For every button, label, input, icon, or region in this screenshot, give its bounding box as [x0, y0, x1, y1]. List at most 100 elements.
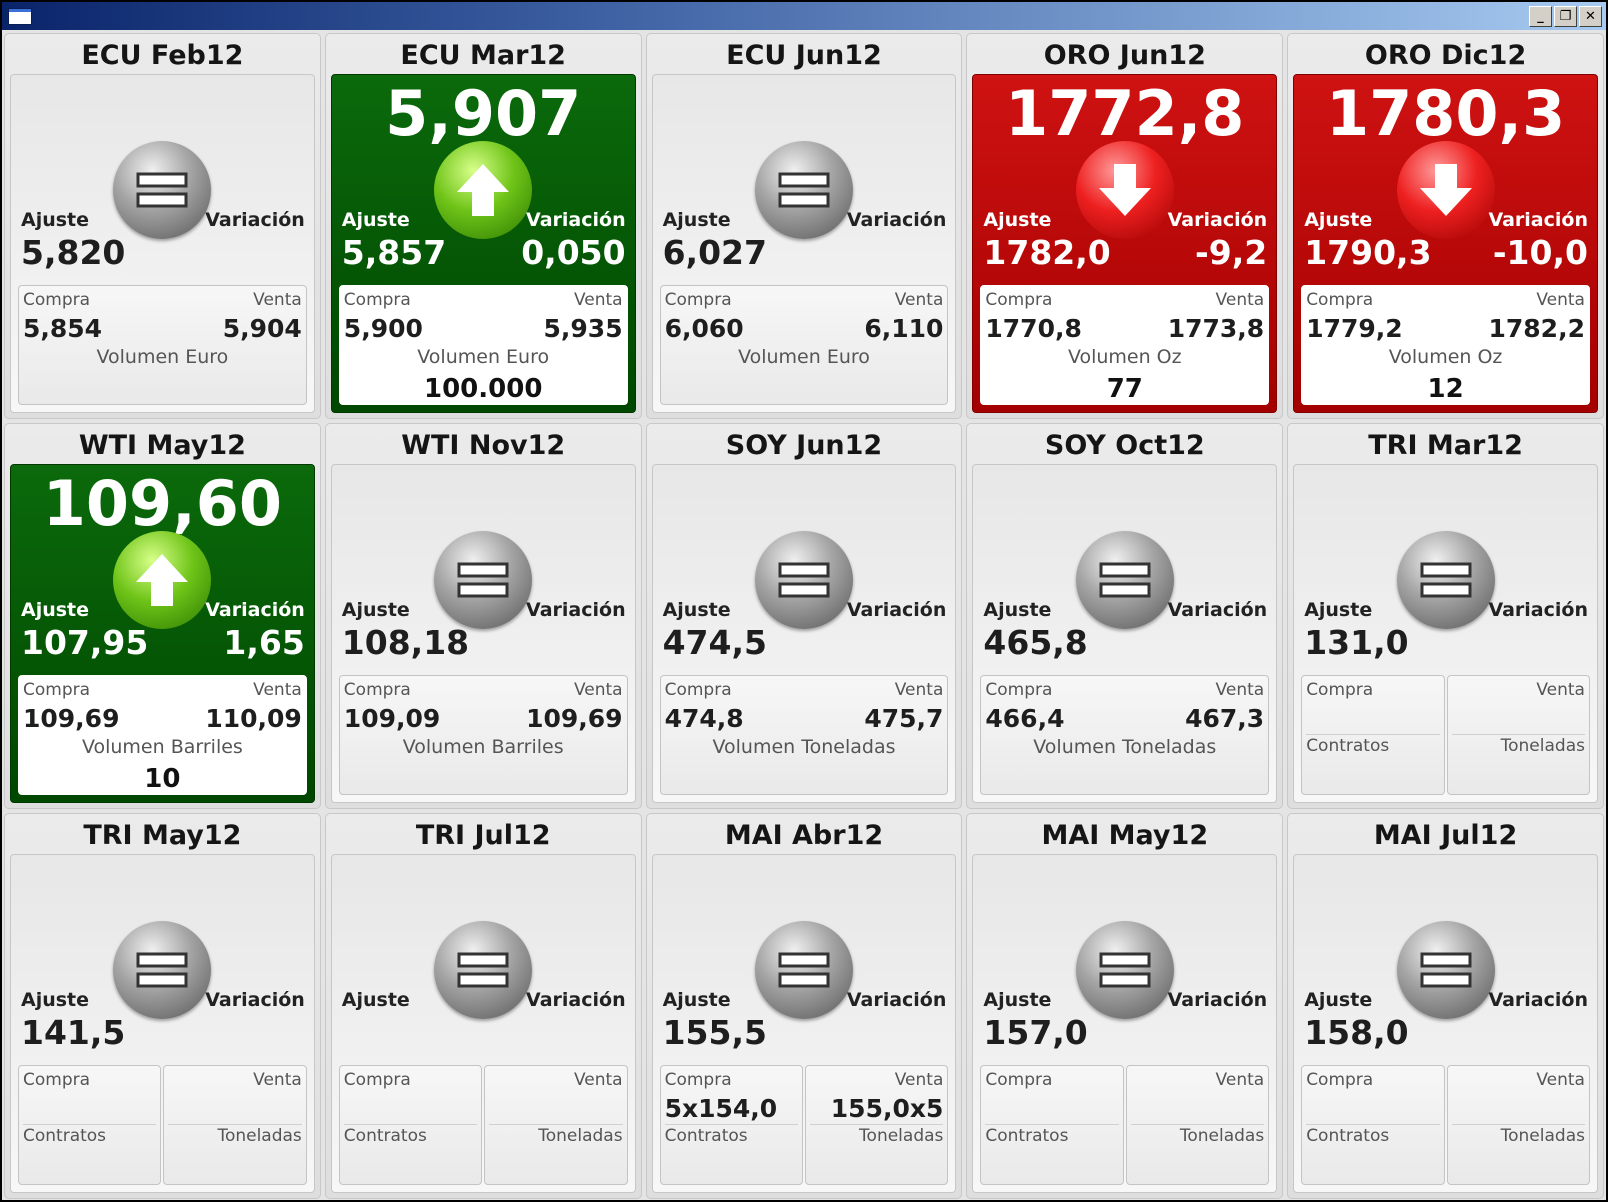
compra-panel: Compra Contratos	[980, 1065, 1124, 1185]
divider	[985, 1124, 1119, 1125]
compra-label: Compra	[23, 290, 91, 310]
compra-value: 109,09	[343, 704, 441, 733]
arrow-up-icon	[451, 158, 515, 222]
venta-value: 5,935	[543, 314, 623, 343]
instrument-tile-mai-abr12[interactable]: MAI Abr12 Ajuste Variación 155,5 Compra …	[645, 813, 963, 1199]
instrument-tile-mai-jul12[interactable]: MAI Jul12 Ajuste Variación 158,0 Compra …	[1287, 813, 1604, 1199]
instrument-title: MAI May12	[1041, 819, 1209, 851]
venta-value: 1773,8	[1167, 314, 1265, 343]
volume-value: 10	[144, 764, 181, 794]
instrument-title: MAI Abr12	[724, 819, 884, 851]
instrument-tile-wti-may12[interactable]: WTI May12 109,60 Ajuste Variación 107,95…	[4, 423, 321, 809]
variacion-label: Variación	[526, 989, 626, 1011]
variacion-label: Variación	[1488, 989, 1588, 1011]
venta-panel: Venta 155,0x5 Toneladas	[805, 1065, 949, 1185]
instrument-tile-ecu-mar12[interactable]: ECU Mar12 5,907 Ajuste Variación 5,857 0…	[324, 33, 642, 419]
instrument-tile-ecu-jun12[interactable]: ECU Jun12 Ajuste Variación 6,027 Compra …	[645, 33, 963, 419]
instrument-tile-oro-jun12[interactable]: ORO Jun12 1772,8 Ajuste Variación 1782,0…	[966, 33, 1284, 419]
ajuste-value: 465,8	[983, 623, 1088, 662]
quote-card: Ajuste Variación 474,5 Compra Venta 474,…	[651, 464, 957, 803]
equals-icon	[776, 560, 832, 600]
compra-label: Compra	[985, 1070, 1053, 1090]
app-window-icon[interactable]	[8, 8, 32, 25]
instrument-tile-soy-jun12[interactable]: SOY Jun12 Ajuste Variación 474,5 Compra …	[645, 423, 963, 809]
venta-value: 109,69	[526, 704, 623, 733]
venta-label: Venta	[1215, 1070, 1265, 1090]
compra-value: 5,900	[343, 314, 423, 343]
instrument-title: TRI May12	[83, 819, 242, 851]
variacion-label: Variación	[526, 599, 626, 621]
divider	[23, 1124, 157, 1125]
instrument-title: WTI Nov12	[401, 429, 566, 461]
quote-card: Ajuste Variación 6,027 Compra Venta 6,06…	[651, 74, 957, 413]
instrument-tile-mai-may12[interactable]: MAI May12 Ajuste Variación 157,0 Compra …	[966, 813, 1284, 1199]
equals-icon	[455, 950, 511, 990]
variacion-value: -9,2	[1195, 233, 1268, 272]
variacion-label: Variación	[1167, 599, 1268, 621]
trend-indicator	[113, 921, 212, 1019]
venta-panel: Venta Toneladas	[1125, 1065, 1270, 1185]
ajuste-label: Ajuste	[341, 989, 410, 1011]
venta-panel: Venta Toneladas	[1446, 1065, 1590, 1185]
venta-label: Venta	[253, 290, 302, 310]
close-button[interactable]: ✕	[1579, 6, 1602, 27]
restore-button[interactable]: ❐	[1554, 6, 1577, 27]
instrument-tile-oro-dic12[interactable]: ORO Dic12 1780,3 Ajuste Variación 1790,3…	[1287, 33, 1604, 419]
instrument-tile-tri-may12[interactable]: TRI May12 Ajuste Variación 141,5 Compra …	[4, 813, 321, 1199]
quote-card: 5,907 Ajuste Variación 5,857 0,050 Compr…	[330, 74, 636, 413]
venta-label: Venta	[1215, 290, 1265, 310]
last-price: 109,60	[42, 467, 283, 540]
compra-value: 5x154,0	[664, 1094, 778, 1123]
venta-value: 155,0x5	[830, 1094, 944, 1123]
venta-value: 1782,2	[1488, 314, 1585, 343]
trend-indicator	[434, 531, 533, 629]
compra-label: Compra	[1306, 680, 1374, 700]
variacion-label: Variación	[1488, 599, 1588, 621]
ajuste-label: Ajuste	[1304, 989, 1373, 1011]
variacion-label: Variación	[526, 209, 626, 231]
compra-value: 109,69	[23, 704, 120, 733]
compra-label: Compra	[985, 290, 1053, 310]
equals-icon	[134, 170, 190, 210]
instrument-tile-tri-mar12[interactable]: TRI Mar12 Ajuste Variación 131,0 Compra …	[1287, 423, 1604, 809]
venta-label: Venta	[1536, 290, 1585, 310]
venta-panel: Venta Toneladas	[1446, 675, 1590, 795]
instrument-title: ORO Jun12	[1043, 39, 1206, 71]
volume-label: Volumen Euro	[96, 346, 229, 368]
quote-card: Ajuste Variación 158,0 Compra Contratos …	[1293, 854, 1598, 1193]
instrument-tile-ecu-feb12[interactable]: ECU Feb12 Ajuste Variación 5,820 Compra …	[4, 33, 321, 419]
compra-value: 1779,2	[1306, 314, 1403, 343]
minimize-button[interactable]: _	[1529, 6, 1552, 27]
compra-value: 466,4	[985, 704, 1065, 733]
venta-panel: Venta Toneladas	[484, 1065, 628, 1185]
trend-indicator	[1075, 921, 1174, 1019]
quote-card: 109,60 Ajuste Variación 107,95 1,65 Comp…	[10, 464, 315, 803]
quote-card: Ajuste Variación Compra Contratos Venta …	[330, 854, 636, 1193]
ajuste-label: Ajuste	[341, 209, 410, 231]
volume-label: Volumen Toneladas	[712, 736, 896, 758]
instrument-tile-tri-jul12[interactable]: TRI Jul12 Ajuste Variación Compra Contra…	[324, 813, 642, 1199]
venta-value: 475,7	[864, 704, 944, 733]
volume-value: 12	[1427, 374, 1464, 404]
ajuste-label: Ajuste	[1304, 209, 1373, 231]
divider	[168, 1124, 302, 1125]
variacion-label: Variación	[846, 209, 947, 231]
compra-label: Compra	[1306, 290, 1374, 310]
title-bar[interactable]: _ ❐ ✕	[2, 2, 1606, 30]
contratos-label: Contratos	[1306, 1126, 1390, 1146]
venta-label: Venta	[1215, 680, 1265, 700]
toneladas-label: Toneladas	[538, 1126, 623, 1146]
toneladas-label: Toneladas	[1500, 1126, 1585, 1146]
arrow-down-icon	[1093, 158, 1157, 222]
compra-value: 1770,8	[985, 314, 1082, 343]
ajuste-label: Ajuste	[662, 599, 731, 621]
ajuste-label: Ajuste	[21, 209, 90, 231]
instrument-tile-soy-oct12[interactable]: SOY Oct12 Ajuste Variación 465,8 Compra …	[966, 423, 1284, 809]
trend-indicator	[754, 141, 853, 239]
venta-value: 6,110	[864, 314, 944, 343]
instrument-tile-wti-nov12[interactable]: WTI Nov12 Ajuste Variación 108,18 Compra…	[324, 423, 642, 809]
compra-label: Compra	[1306, 1070, 1374, 1090]
instrument-title: SOY Jun12	[725, 429, 883, 461]
quote-panel: Compra Venta 466,4 467,3 Volumen Tonelad…	[980, 675, 1270, 795]
quote-card: Ajuste Variación 5,820 Compra Venta 5,85…	[10, 74, 315, 413]
